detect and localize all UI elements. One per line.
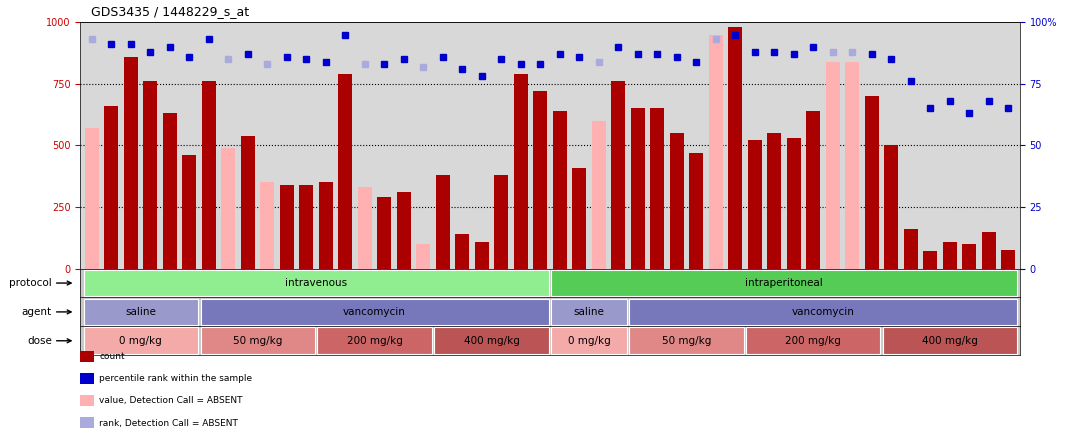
Bar (83, 270, 549, 296)
Bar (436, 175, 450, 269)
Bar (183, 155, 197, 269)
Text: percentile rank within the sample: percentile rank within the sample (99, 374, 252, 383)
Bar (612, 81, 625, 269)
Bar (592, 121, 606, 269)
Bar (551, 328, 627, 354)
Text: vancomycin: vancomycin (343, 307, 406, 317)
Bar (533, 91, 547, 269)
Bar (787, 138, 801, 269)
Bar (629, 328, 743, 354)
Bar (728, 27, 742, 269)
Bar (806, 111, 820, 269)
Bar (494, 175, 508, 269)
Bar (397, 192, 410, 269)
Bar (670, 133, 684, 269)
Bar (339, 74, 352, 269)
Bar (143, 81, 157, 269)
Text: agent: agent (21, 307, 52, 317)
Text: 200 mg/kg: 200 mg/kg (785, 336, 842, 346)
Bar (221, 148, 235, 269)
Bar (883, 328, 1017, 354)
Text: 400 mg/kg: 400 mg/kg (922, 336, 977, 346)
Bar (690, 153, 703, 269)
Bar (826, 62, 839, 269)
Bar (377, 197, 391, 269)
Text: value, Detection Call = ABSENT: value, Detection Call = ABSENT (99, 396, 242, 405)
Text: intraperitoneal: intraperitoneal (745, 278, 822, 288)
Bar (748, 140, 761, 269)
Bar (846, 62, 859, 269)
Bar (85, 128, 98, 269)
Bar (629, 299, 1017, 325)
Bar (241, 135, 254, 269)
Text: count: count (99, 352, 125, 361)
Bar (83, 328, 198, 354)
Bar (1002, 250, 1015, 269)
Bar (201, 299, 549, 325)
Bar (572, 167, 586, 269)
Bar (202, 81, 216, 269)
Text: 200 mg/kg: 200 mg/kg (347, 336, 403, 346)
Bar (261, 182, 274, 269)
Bar (280, 185, 294, 269)
Bar (943, 242, 957, 269)
Text: rank, Detection Call = ABSENT: rank, Detection Call = ABSENT (99, 419, 238, 428)
Bar (650, 108, 664, 269)
Bar (631, 108, 645, 269)
Bar (865, 96, 879, 269)
Bar (962, 244, 976, 269)
Text: vancomycin: vancomycin (791, 307, 854, 317)
Bar (709, 35, 723, 269)
Bar (924, 251, 937, 269)
Text: saline: saline (125, 307, 156, 317)
Bar (299, 185, 313, 269)
Bar (551, 299, 627, 325)
Bar (904, 229, 917, 269)
Bar (105, 106, 119, 269)
Bar (768, 133, 781, 269)
Bar (319, 182, 332, 269)
Text: 400 mg/kg: 400 mg/kg (464, 336, 519, 346)
Text: 50 mg/kg: 50 mg/kg (233, 336, 282, 346)
Text: saline: saline (574, 307, 604, 317)
Text: intravenous: intravenous (285, 278, 347, 288)
Bar (163, 113, 176, 269)
Bar (981, 232, 995, 269)
Bar (747, 328, 880, 354)
Bar (317, 328, 431, 354)
Bar (435, 328, 549, 354)
Text: protocol: protocol (10, 278, 52, 288)
Bar (884, 146, 898, 269)
Text: 50 mg/kg: 50 mg/kg (662, 336, 711, 346)
Bar (417, 244, 430, 269)
Bar (201, 328, 315, 354)
Bar (551, 270, 1017, 296)
Text: GDS3435 / 1448229_s_at: GDS3435 / 1448229_s_at (91, 5, 249, 18)
Text: 0 mg/kg: 0 mg/kg (568, 336, 611, 346)
Bar (455, 234, 469, 269)
Bar (475, 242, 488, 269)
Bar (358, 187, 372, 269)
Bar (553, 111, 567, 269)
Bar (514, 74, 528, 269)
Bar (124, 57, 138, 269)
Text: dose: dose (27, 336, 52, 346)
Text: 0 mg/kg: 0 mg/kg (120, 336, 162, 346)
Bar (83, 299, 198, 325)
